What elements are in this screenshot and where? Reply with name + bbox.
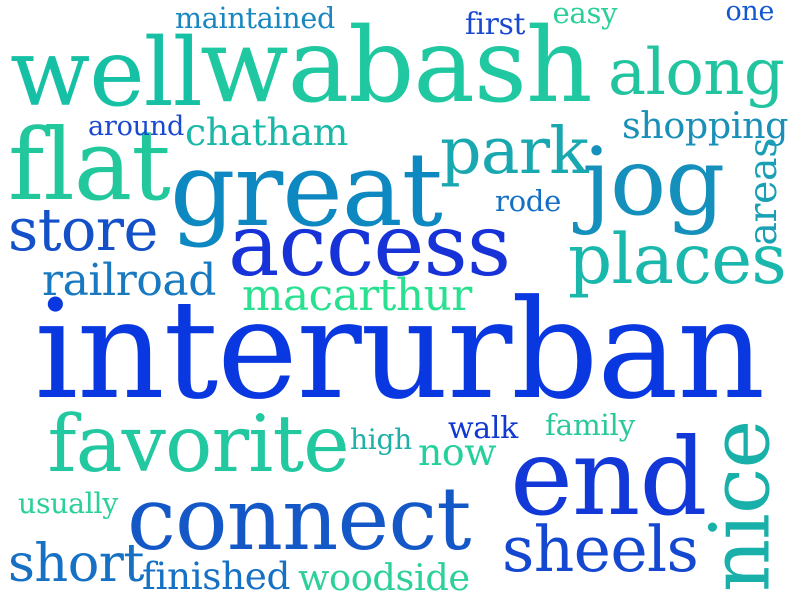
word-wabash: wabash [200,5,593,126]
word-access: access [228,196,511,296]
word-shopping: shopping [622,104,789,147]
word-railroad: railroad [42,255,216,306]
word-usually: usually [18,487,119,520]
word-family: family [545,407,635,442]
word-first: first [465,7,526,41]
word-nice: nice [691,420,789,592]
word-rode: rode [495,183,562,218]
word-maintained: maintained [175,0,336,35]
word-macarthur: macarthur [242,270,472,321]
word-end: end [510,415,707,540]
word-chatham: chatham [185,110,348,154]
word-now: now [418,430,497,474]
word-along: along [608,35,785,110]
word-store: store [8,194,158,264]
word-finished: finished [142,553,291,598]
word-woodside: woodside [298,555,470,599]
word-well: well [10,19,203,128]
word-jog: jog [582,128,725,237]
word-favorite: favorite [47,399,350,490]
word-flat: flat [8,109,171,223]
word-sheels: sheels [502,512,699,586]
word-park: park [440,113,589,189]
word-great: great [170,131,443,250]
word-one: one [725,0,775,27]
word-high: high [350,423,412,456]
word-connect: connect [127,467,472,570]
word-short: short [8,532,144,594]
word-areas: areas [740,137,787,246]
word-interurban: interurban [34,270,766,430]
word-easy: easy [552,0,618,30]
word-places: places [568,219,787,300]
word-walk: walk [448,411,518,446]
word-around: around [88,110,185,142]
